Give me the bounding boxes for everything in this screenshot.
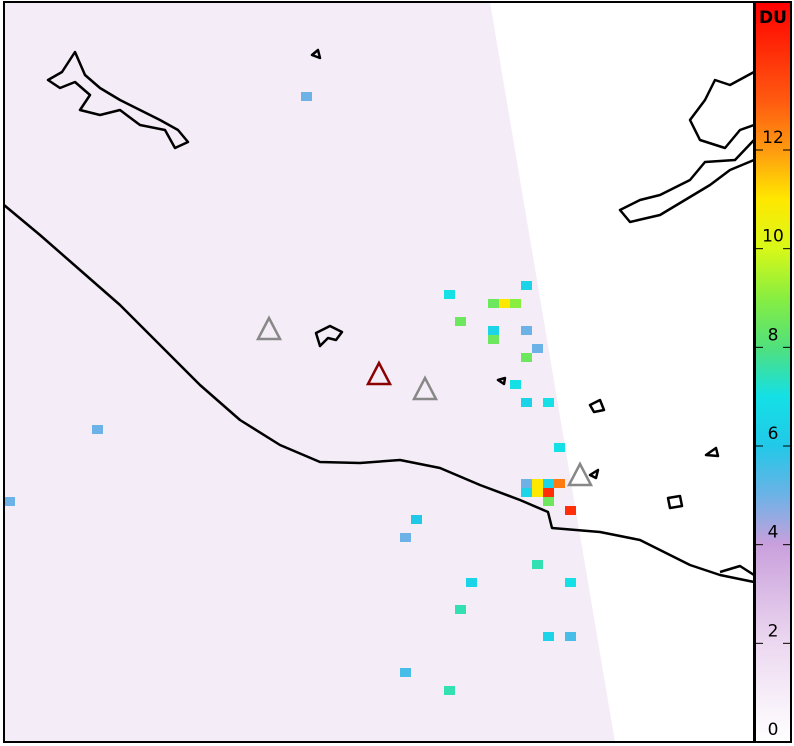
so2-cell [466, 578, 477, 587]
so2-cell [532, 344, 543, 353]
so2-cell [92, 425, 103, 434]
colorbar-tick-label: 0 [768, 720, 779, 740]
colorbar-tick-label: 4 [768, 523, 779, 543]
so2-cell [532, 488, 543, 497]
so2-cell [510, 299, 521, 308]
so2-cell [543, 497, 554, 506]
so2-cell [510, 380, 521, 389]
colorbar-tick-label: 12 [762, 128, 784, 148]
so2-cell [488, 299, 499, 308]
so2-cell [565, 506, 576, 515]
coastlines [3, 48, 755, 584]
coastline [46, 50, 190, 150]
swath [4, 2, 615, 742]
volcano-markers [255, 315, 594, 487]
so2-cell [532, 479, 543, 488]
island [314, 324, 344, 348]
so2-cell [543, 398, 554, 407]
so2-cell [532, 560, 543, 569]
so2-cell [455, 317, 466, 326]
colorbar-tick-label: 2 [768, 621, 779, 641]
so2-cell [301, 92, 312, 101]
so2-cell [411, 515, 422, 524]
so2-cell [565, 578, 576, 587]
so2-cell [554, 479, 565, 488]
so2-cell [521, 488, 532, 497]
so2-cell [521, 326, 532, 335]
coastline [618, 139, 755, 224]
volcano-marker [365, 360, 393, 386]
so2-cell [400, 533, 411, 542]
so2-cell [4, 497, 15, 506]
cell-layer [4, 92, 576, 695]
colorbar-tick-label: 10 [762, 227, 784, 247]
so2-cell [488, 326, 499, 335]
colorbar-label: DU [759, 8, 787, 28]
colorbar-tick-label: 6 [768, 424, 779, 444]
volcano-marker [255, 315, 283, 341]
so2-cell [521, 281, 532, 290]
coastline [3, 204, 755, 584]
volcano-marker [411, 375, 439, 401]
coastline [688, 70, 755, 150]
colorbar-tick-label: 8 [768, 325, 779, 345]
so2-cell [488, 335, 499, 344]
so2-cell [543, 488, 554, 497]
so2-cell [565, 632, 576, 641]
volcano-marker [566, 461, 594, 487]
so2-cell [521, 398, 532, 407]
so2-cell [521, 353, 532, 362]
so2-cell [543, 632, 554, 641]
so2-cell [400, 668, 411, 677]
so2-cell [554, 443, 565, 452]
so2-cell [543, 479, 554, 488]
so2-cell [521, 479, 532, 488]
so2-cell [455, 605, 466, 614]
islands [310, 48, 755, 577]
so2-cell [444, 686, 455, 695]
so2-cell [444, 290, 455, 299]
colorbar [754, 1, 792, 743]
so2-cell [499, 299, 510, 308]
